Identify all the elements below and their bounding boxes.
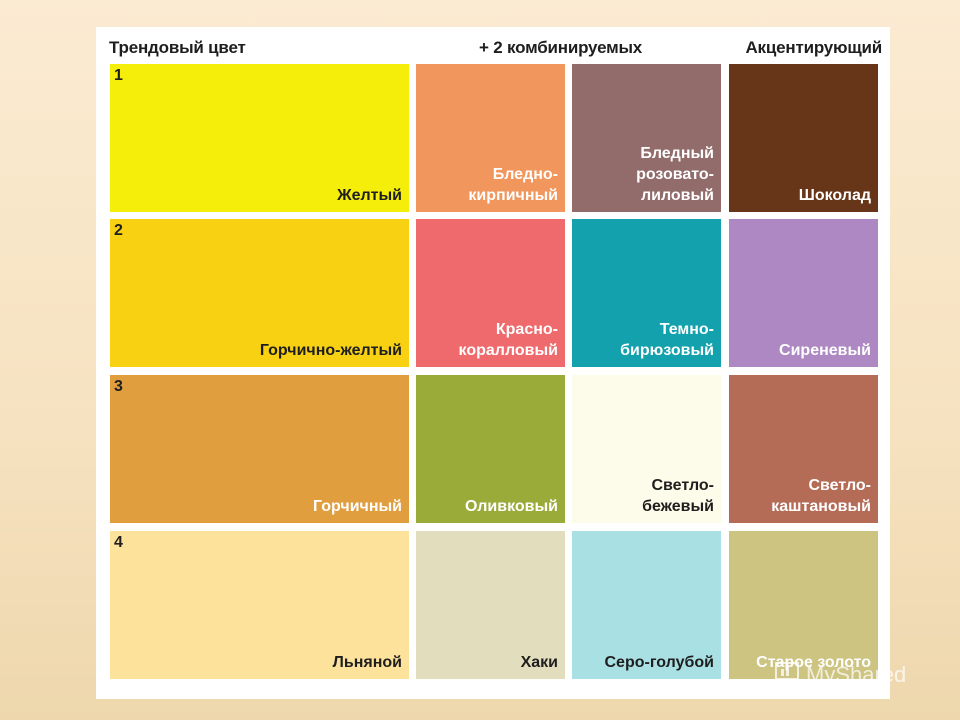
row-number: 3 bbox=[114, 378, 123, 395]
swatch-trend-row-3: 3 Горчичный bbox=[110, 375, 409, 523]
swatch-label: Бледный розовато- лиловый bbox=[636, 145, 714, 204]
swatch-label: Красно- коралловый bbox=[458, 321, 558, 359]
row-number: 1 bbox=[114, 67, 123, 84]
swatch-combined-1-row-3: Оливковый bbox=[416, 375, 565, 523]
swatch-label: Оливковый bbox=[465, 498, 558, 515]
header-accent-color: Акцентирующий bbox=[745, 38, 882, 57]
header-combined-colors: + 2 комбинируемых bbox=[479, 38, 643, 57]
swatch-trend-row-4: 4 Льняной bbox=[110, 531, 409, 679]
swatch-accent-row-3: Светло- каштановый bbox=[729, 375, 878, 523]
row-number: 4 bbox=[114, 534, 123, 551]
swatch-label: Сиреневый bbox=[779, 342, 871, 359]
watermark-text: MyShared bbox=[806, 662, 907, 687]
swatch-trend-row-1: 1 Желтый bbox=[110, 64, 409, 212]
swatch-trend-row-2: 2 Горчично-желтый bbox=[110, 219, 409, 367]
swatch-combined-2-row-1: Бледный розовато- лиловый bbox=[572, 64, 721, 212]
swatch-label: Светло- бежевый bbox=[642, 477, 714, 515]
swatch-combined-1-row-4: Хаки bbox=[416, 531, 565, 679]
palette-card: Трендовый цвет + 2 комбинируемых Акценти… bbox=[96, 27, 890, 699]
swatch-label: Желтый bbox=[337, 187, 402, 204]
header-trend-color: Трендовый цвет bbox=[109, 38, 246, 57]
swatch-label: Горчичный bbox=[313, 498, 402, 515]
swatch-accent-row-4: Старое золото bbox=[729, 531, 878, 679]
swatch-label: Светло- каштановый bbox=[771, 477, 871, 515]
row-number: 2 bbox=[114, 222, 123, 239]
swatch-combined-2-row-3: Светло- бежевый bbox=[572, 375, 721, 523]
swatch-label: Серо-голубой bbox=[604, 654, 715, 671]
swatch-combined-2-row-2: Темно- бирюзовый bbox=[572, 219, 721, 367]
swatch-label: Горчично-желтый bbox=[259, 342, 402, 359]
swatch-label: Льняной bbox=[332, 654, 402, 671]
swatch-combined-1-row-1: Бледно- кирпичный bbox=[416, 64, 565, 212]
swatch-label: Темно- бирюзовый bbox=[620, 321, 714, 359]
swatch-combined-2-row-4: Серо-голубой bbox=[572, 531, 721, 679]
swatch-accent-row-2: Сиреневый bbox=[729, 219, 878, 367]
swatch-label: Хаки bbox=[520, 654, 558, 671]
swatch-label: Бледно- кирпичный bbox=[468, 166, 558, 204]
swatch-combined-1-row-2: Красно- коралловый bbox=[416, 219, 565, 367]
swatch-accent-row-1: Шоколад bbox=[729, 64, 878, 212]
swatch-label: Шоколад bbox=[798, 187, 871, 204]
slideshow-board-icon bbox=[775, 662, 799, 689]
watermark: MyShared bbox=[772, 660, 906, 690]
